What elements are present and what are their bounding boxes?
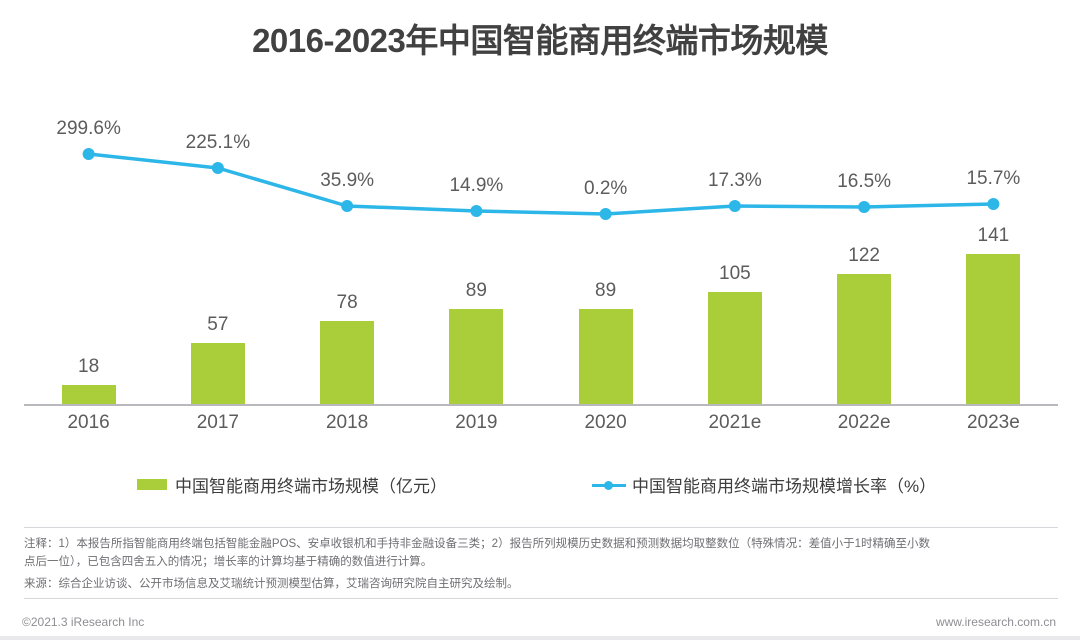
chart-legend: 中国智能商用终端市场规模（亿元） 中国智能商用终端市场规模增长率（%） (0, 466, 1080, 506)
x-axis-tick: 2016 (67, 412, 110, 433)
bar-column: 89 (543, 280, 669, 404)
note-line-1: 注释：1）本报告所指智能商用终端包括智能金融POS、安卓收银机和手持非金融设备三… (24, 538, 930, 550)
growth-rate-value-label: 16.5% (837, 171, 892, 192)
legend-label-growth-rate: 中国智能商用终端市场规模增长率（%） (632, 477, 937, 496)
bar-value-label: 18 (78, 356, 100, 377)
footer-website[interactable]: www.iresearch.com.cn (935, 615, 1056, 629)
legend-item-growth-rate[interactable]: 中国智能商用终端市场规模增长率（%） (592, 472, 936, 497)
x-axis-tick: 2019 (455, 412, 498, 433)
bar-column: 122 (801, 245, 927, 404)
growth-rate-value-label: 17.3% (707, 170, 762, 191)
bar-column: 18 (26, 356, 152, 404)
bar-column: 141 (930, 225, 1056, 404)
bar-column: 89 (413, 280, 539, 404)
x-axis-tick: 2022e (837, 412, 891, 433)
x-axis-tick: 2023e (966, 412, 1020, 433)
bar-value-label: 122 (848, 245, 880, 266)
page-title: 2016-2023年中国智能商用终端市场规模 (252, 22, 828, 59)
bar[interactable] (61, 385, 116, 404)
bar-column: 57 (155, 314, 281, 404)
growth-rate-value-label: 15.7% (966, 168, 1021, 189)
plot-area: 18 57 78 89 89 105 122 141 299.6% 225.1% 35.9% 14.… (0, 86, 1080, 406)
growth-rate-value-label: 35.9% (320, 170, 375, 191)
x-axis-tick: 2020 (584, 412, 627, 433)
x-axis-tick: 2021e (708, 412, 762, 433)
growth-rate-value-label: 0.2% (583, 178, 628, 199)
bar-swatch-icon (137, 479, 167, 490)
x-axis-tick: 2017 (196, 412, 240, 433)
x-axis-tick: 2018 (325, 412, 369, 433)
bar[interactable] (707, 292, 762, 404)
bar[interactable] (190, 343, 245, 404)
bar-value-label: 141 (977, 225, 1010, 246)
line-swatch-icon (592, 479, 626, 491)
x-axis-labels: 2016 2017 2018 2019 2020 2021e 2022e 2023e (0, 412, 1080, 442)
growth-rate-value-label: 225.1% (185, 132, 251, 153)
bar-column: 78 (284, 292, 410, 404)
bar[interactable] (320, 321, 375, 404)
bar-column: 105 (672, 263, 798, 404)
x-axis-baseline (24, 404, 1058, 406)
bar-value-label: 105 (719, 263, 751, 284)
growth-rate-value-label: 14.9% (449, 175, 504, 196)
bar[interactable] (449, 309, 504, 404)
source-line: 来源：综合企业访谈、公开市场信息及艾瑞统计预测模型估算，艾瑞咨询研究院自主研究及… (24, 575, 1058, 599)
bar-value-label: 57 (207, 314, 229, 335)
footer-divider (0, 636, 1080, 640)
note-line-2: 点后一位），已包含四舍五入的情况；增长率的计算均基于精确的数值进行计算。 (24, 556, 433, 568)
bar[interactable] (578, 309, 633, 404)
footer-copyright: ©2021.3 iResearch Inc (22, 615, 145, 629)
footnotes: 注释：1）本报告所指智能商用终端包括智能金融POS、安卓收银机和手持非金融设备三… (24, 527, 1058, 599)
bar[interactable] (837, 274, 892, 404)
legend-item-market-size[interactable]: 中国智能商用终端市场规模（亿元） (137, 472, 447, 497)
page-footer: ©2021.3 iResearch Inc www.iresearch.com.… (0, 612, 1080, 640)
bar-value-label: 89 (595, 280, 617, 301)
growth-rate-value-label: 299.6% (56, 118, 121, 139)
bar-value-label: 89 (465, 280, 487, 301)
legend-label-market-size: 中国智能商用终端市场规模（亿元） (175, 477, 447, 496)
bar-value-label: 78 (336, 292, 358, 313)
bar[interactable] (966, 254, 1021, 404)
